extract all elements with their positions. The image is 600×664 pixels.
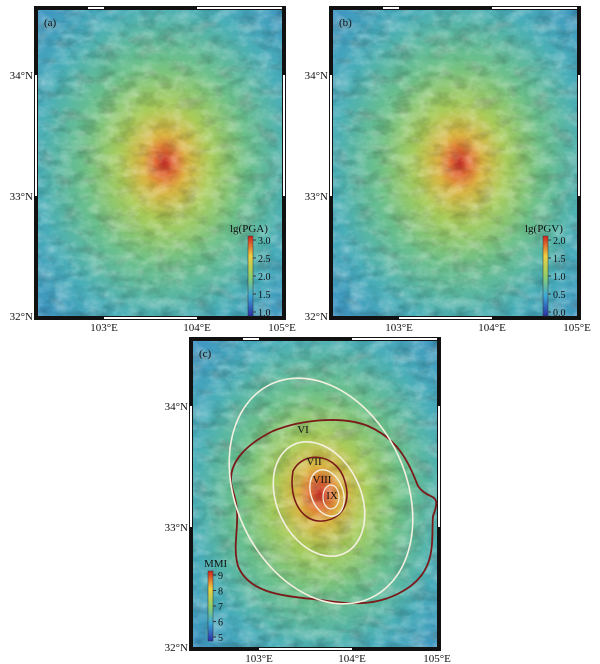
colorbar-tick-label: 9 bbox=[218, 571, 223, 582]
lat-label: 33°N bbox=[165, 522, 188, 534]
lon-label: 104°E bbox=[478, 322, 506, 334]
panel-label: (b) bbox=[339, 17, 352, 29]
colorbar-tick-label: 1.0 bbox=[553, 272, 566, 283]
lat-label: 32°N bbox=[10, 311, 33, 323]
contour-line bbox=[272, 440, 366, 558]
lat-label: 34°N bbox=[305, 70, 328, 82]
colorbar bbox=[207, 570, 214, 642]
map-panel: (b) 34°N 33°N 32°N 103°E 104°E 105°E lg(PGV)2.0… bbox=[305, 6, 591, 334]
panel-label: (c) bbox=[199, 348, 212, 360]
contour-label: VII bbox=[306, 456, 322, 468]
colorbar-title: MMI bbox=[204, 558, 228, 570]
colorbar-tick-label: 2.5 bbox=[258, 254, 271, 265]
contour-line bbox=[291, 456, 348, 522]
lon-label: 104°E bbox=[338, 653, 366, 664]
lat-label: 34°N bbox=[10, 70, 33, 82]
colorbar-tick-label: 2.0 bbox=[258, 272, 271, 283]
colorbar-tick-label: 1.5 bbox=[553, 254, 566, 265]
relief-shadow bbox=[333, 10, 577, 316]
colorbar-tick-label: 3.0 bbox=[258, 236, 271, 247]
colorbar-tick-label: 6 bbox=[218, 618, 223, 629]
lon-label: 103°E bbox=[385, 322, 413, 334]
colorbar-tick-label: 1.5 bbox=[258, 290, 271, 301]
colorbar-tick-label: 7 bbox=[218, 602, 223, 613]
lat-label: 34°N bbox=[165, 401, 188, 413]
contour-line bbox=[322, 484, 340, 510]
contour-label: VI bbox=[297, 424, 309, 436]
lon-label: 103°E bbox=[245, 653, 273, 664]
lat-label: 32°N bbox=[305, 311, 328, 323]
contour-line bbox=[230, 419, 438, 605]
lon-label: 105°E bbox=[268, 322, 296, 334]
contour-line bbox=[309, 469, 345, 517]
colorbar-tick-label: 8 bbox=[218, 587, 223, 598]
colorbar-tick-label: 2.0 bbox=[553, 236, 566, 247]
colorbar-title: lg(PGA) bbox=[230, 223, 268, 235]
lon-label: 103°E bbox=[90, 322, 118, 334]
colorbar bbox=[542, 235, 549, 317]
lon-label: 104°E bbox=[183, 322, 211, 334]
contour-label: VIII bbox=[313, 474, 332, 486]
map-panel: (a) 34°N 33°N 32°N 103°E 104°E 105°E lg(PGA)3.0… bbox=[10, 6, 296, 334]
relief-shadow bbox=[38, 10, 282, 316]
colorbar-tick-label: 0.0 bbox=[553, 308, 566, 319]
contour-line bbox=[228, 377, 414, 605]
colorbar-tick-label: 5 bbox=[218, 633, 223, 644]
colorbar-tick-label: 1.0 bbox=[258, 308, 271, 319]
lat-label: 32°N bbox=[165, 642, 188, 654]
colorbar bbox=[247, 235, 254, 317]
lat-label: 33°N bbox=[305, 191, 328, 203]
colorbar-tick-label: 0.5 bbox=[553, 290, 566, 301]
relief-shadow bbox=[193, 341, 437, 647]
map-panel: (c) 34°N 33°N 32°N 103°E 104°E 105°E VI VII VIII I… bbox=[165, 337, 451, 664]
lat-label: 33°N bbox=[10, 191, 33, 203]
panel-label: (a) bbox=[44, 17, 57, 29]
lon-label: 105°E bbox=[563, 322, 591, 334]
colorbar-title: lg(PGV) bbox=[525, 223, 563, 235]
contour-label: IX bbox=[326, 490, 338, 502]
lon-label: 105°E bbox=[423, 653, 451, 664]
